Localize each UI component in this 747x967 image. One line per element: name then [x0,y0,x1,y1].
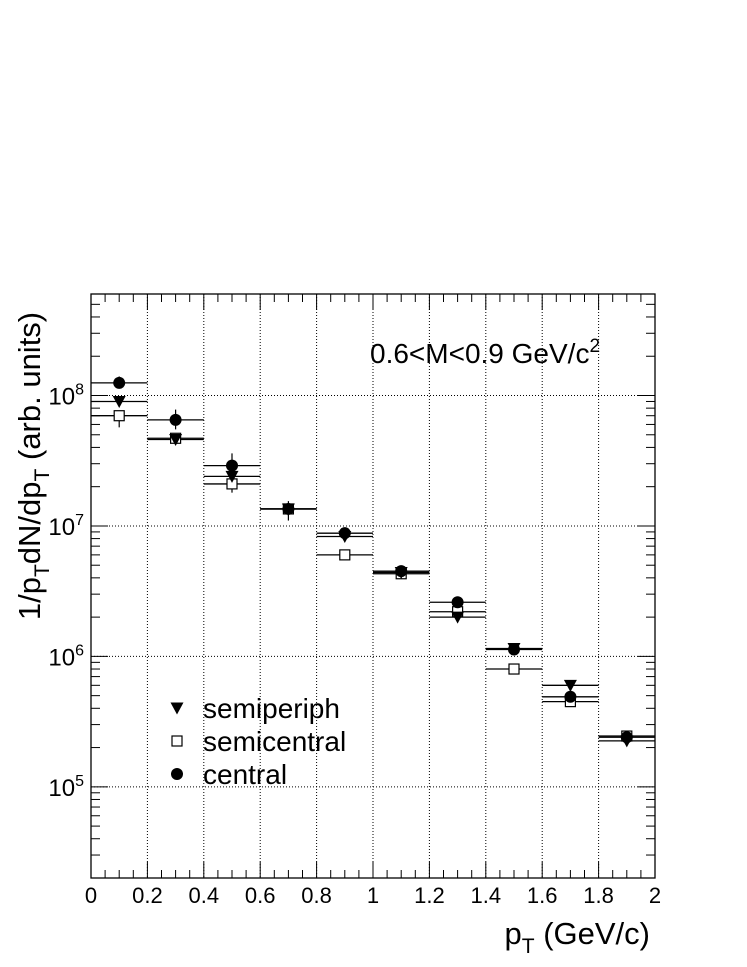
x-tick-label: 0.2 [132,883,163,908]
legend-marker [170,702,184,715]
plot-frame [90,293,656,879]
y-tick-label: 107 [48,512,84,541]
data-point-triangle-down-filled [451,611,465,624]
y-tick-label: 108 [48,382,84,411]
data-markers [112,376,634,748]
x-tick-label: 0.4 [189,883,220,908]
legend-label: semicentral [203,726,346,757]
legend-marker [171,735,183,747]
x-tick-label: 1.8 [583,883,614,908]
data-point-circle-filled [282,502,295,515]
data-point-triangle-down-filled [169,433,183,446]
y-tick-label: 106 [48,642,84,671]
data-point-circle-filled [564,690,577,703]
grid [91,294,655,878]
data-point-circle-filled [395,565,408,578]
y-axis-label: 1/pTdN/dpT (arb. units) [12,312,54,620]
data-point-square-open [113,410,125,422]
data-point-triangle-down-filled [225,470,239,483]
x-tick-label: 1.2 [414,883,445,908]
x-tick-label: 1 [367,883,379,908]
data-point-circle-filled [451,596,464,609]
x-axis-label: pT (GeV/c) [505,916,650,958]
x-tick-label: 1.6 [527,883,558,908]
x-tick-label: 0.6 [245,883,276,908]
data-point-triangle-down-filled [112,395,126,408]
data-point-square-open [339,549,351,561]
data-point-triangle-down-filled [563,679,577,692]
legend-label: central [203,759,287,790]
mass-range-annotation: 0.6<M<0.9 GeV/c2 [370,336,600,369]
data-point-circle-filled [113,376,126,389]
x-tick-label: 0 [85,883,97,908]
legend-marker [171,768,183,780]
data-point-circle-filled [226,459,238,472]
data-point-circle-filled [169,413,182,426]
x-tick-label: 2 [649,883,661,908]
y-tick-labels: 105 106 107 108 [48,382,84,802]
x-tick-labels: 0 0.2 0.4 0.6 0.8 1 1.2 1.4 1.6 1.8 2 [85,883,661,908]
data-point-square-open [508,663,520,675]
y-tick-label: 105 [48,773,84,802]
data-point-circle-filled [508,643,520,656]
legend-label: semiperiph [203,693,340,724]
data-point-circle-filled [338,527,351,540]
x-tick-label: 0.8 [301,883,332,908]
x-tick-label: 1.4 [471,883,502,908]
data-point-circle-filled [620,731,633,744]
axis-ticks [90,294,656,878]
